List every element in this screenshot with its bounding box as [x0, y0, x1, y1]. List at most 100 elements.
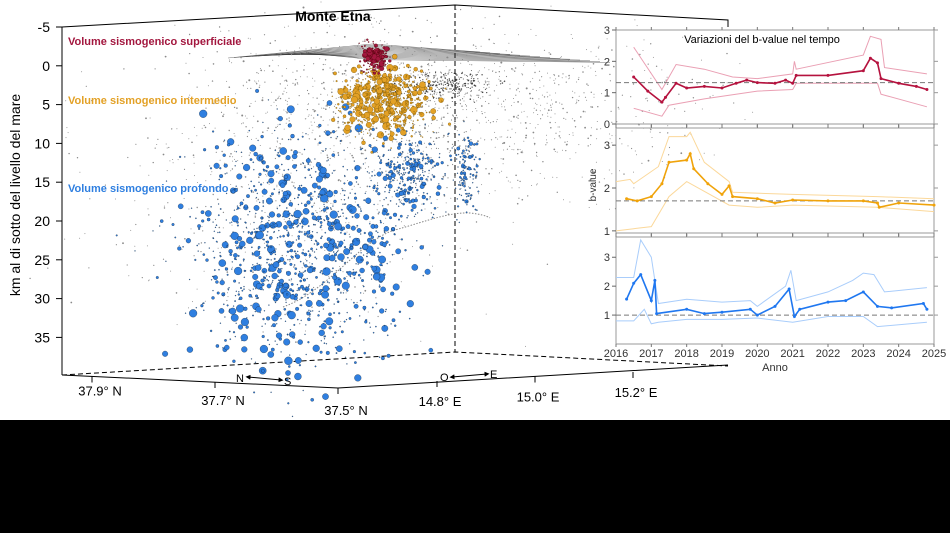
shallow-event [381, 44, 383, 46]
background-event [557, 126, 559, 128]
background-event [265, 174, 267, 176]
background-event [582, 71, 584, 73]
deep-event [354, 176, 359, 180]
deep-event [270, 283, 273, 285]
background-event [269, 147, 271, 149]
background-event [288, 117, 290, 119]
intermediate-event [372, 121, 376, 124]
background-event [511, 105, 513, 107]
deep-event [334, 331, 337, 334]
deep-event [278, 279, 280, 282]
background-event [647, 63, 649, 65]
background-event [481, 91, 484, 94]
background-event [430, 55, 432, 57]
deep-event [305, 293, 307, 295]
background-event [429, 159, 431, 160]
intermediate-event [382, 87, 384, 90]
deep-event [234, 188, 237, 191]
deep-event [340, 292, 342, 294]
background-event [556, 151, 558, 153]
deep-event [316, 215, 321, 221]
shallow-event [363, 55, 365, 58]
intermediate-event [362, 85, 367, 90]
background-event [306, 89, 309, 92]
background-event [147, 137, 149, 139]
deep-event [388, 165, 392, 169]
background-event [722, 84, 724, 87]
intermediate-event [386, 64, 394, 71]
deep-event [408, 148, 413, 153]
deep-event [219, 167, 222, 170]
intermediate-event [391, 92, 394, 96]
background-event [582, 65, 584, 67]
background-event [547, 109, 550, 112]
background-event [249, 152, 251, 154]
deep-event [184, 312, 187, 314]
deep-event [297, 186, 302, 191]
deep-event [465, 211, 468, 214]
background-event [333, 145, 335, 147]
deep-event [303, 293, 305, 295]
background-event [543, 85, 545, 87]
deep-event [249, 269, 253, 273]
background-event [450, 119, 453, 121]
intermediate-event [355, 83, 357, 85]
background-event [276, 141, 278, 143]
deep-event [361, 147, 364, 150]
background-event [435, 55, 437, 57]
background-event [553, 148, 556, 151]
deep-event [320, 323, 327, 330]
intermediate-event [379, 116, 382, 119]
background-event [554, 138, 556, 140]
background-event [262, 182, 264, 184]
shallow-event [376, 64, 379, 66]
deep-event [235, 290, 237, 292]
background-event [480, 45, 482, 47]
intermediate-event [394, 109, 397, 111]
intermediate-event [395, 133, 398, 137]
background-event [174, 24, 176, 26]
deep-event [398, 310, 402, 313]
background-event [311, 306, 313, 308]
deep-event [338, 312, 341, 315]
shallow-event [382, 62, 385, 65]
intermediate-event [331, 117, 336, 122]
background-event [466, 109, 468, 111]
deep-event [295, 252, 297, 255]
background-event [265, 112, 267, 114]
deep-event [462, 158, 465, 161]
background-event [379, 156, 381, 158]
background-event [511, 187, 513, 189]
deep-event [289, 248, 294, 253]
background-event [488, 94, 490, 96]
intermediate-event [430, 108, 437, 115]
deep-event [323, 320, 326, 323]
deep-event [253, 169, 255, 171]
deep-event [274, 149, 277, 152]
background-event [682, 36, 684, 38]
background-event [442, 124, 444, 126]
deep-event [407, 156, 410, 159]
background-event [184, 238, 186, 240]
deep-event [341, 260, 343, 262]
background-event [437, 207, 439, 208]
deep-event [323, 219, 326, 222]
deep-event [253, 236, 256, 238]
deep-event [436, 185, 442, 190]
background-event [275, 99, 277, 101]
bvalue-point [925, 307, 929, 311]
deep-event [344, 174, 346, 177]
background-event [505, 75, 508, 78]
deep-event [299, 279, 302, 283]
background-event [279, 83, 281, 85]
background-event [547, 115, 549, 117]
background-event [470, 82, 474, 85]
background-event [176, 324, 178, 326]
background-event [134, 200, 136, 202]
background-event [367, 166, 370, 168]
intermediate-event [385, 102, 387, 104]
deep-event [272, 261, 280, 268]
depth-tick-label: 20 [34, 213, 50, 229]
bvalue-point [635, 199, 639, 203]
